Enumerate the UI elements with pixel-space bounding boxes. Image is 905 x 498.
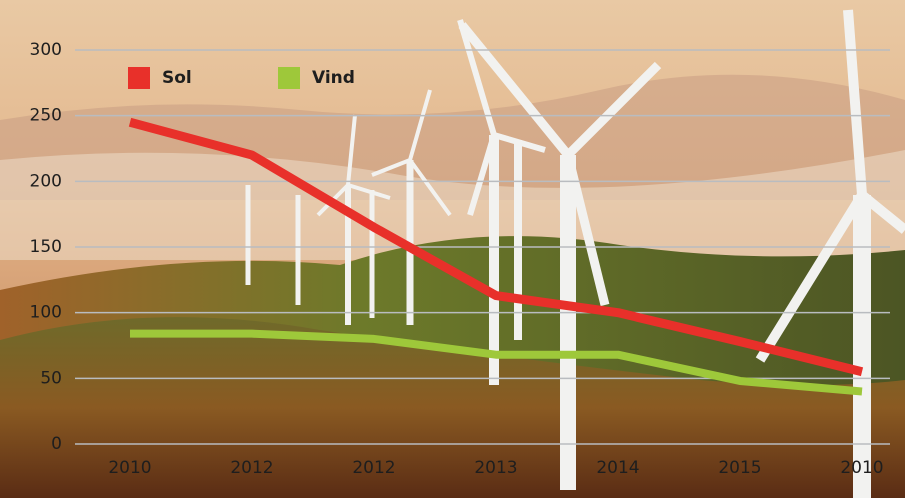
- legend-label: Sol: [162, 68, 192, 88]
- y-tick-label: 0: [51, 434, 62, 454]
- x-tick-label: 2012: [352, 458, 395, 478]
- chart: 0 50 100 150 200 250 300 2010 2012 2012 2013 2014 20…: [0, 0, 905, 498]
- legend-swatch: [128, 67, 150, 89]
- legend-label: Vind: [312, 68, 355, 88]
- x-tick-label: 2013: [474, 458, 517, 478]
- legend-swatch: [278, 67, 300, 89]
- x-tick-label: 2010: [108, 458, 151, 478]
- y-tick-label: 150: [30, 237, 62, 257]
- x-tick-label: 2012: [230, 458, 273, 478]
- y-tick-label: 250: [30, 106, 62, 126]
- x-tick-label: 2010: [840, 458, 883, 478]
- y-tick-label: 100: [30, 303, 62, 323]
- x-tick-label: 2015: [718, 458, 761, 478]
- x-tick-label: 2014: [596, 458, 639, 478]
- y-tick-label: 300: [30, 40, 62, 60]
- y-tick-label: 50: [40, 368, 62, 388]
- y-tick-label: 200: [30, 171, 62, 191]
